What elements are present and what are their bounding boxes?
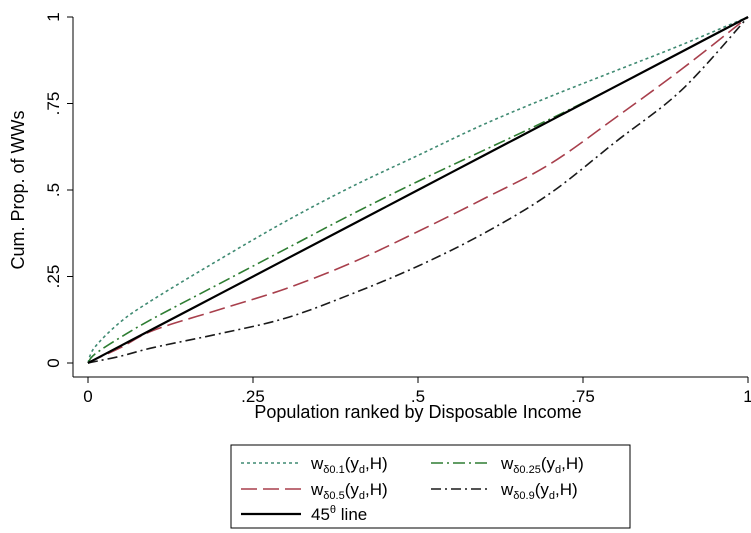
legend-legend-sup: θ bbox=[330, 504, 336, 516]
y-tick-label: 1 bbox=[44, 12, 63, 21]
legend-legend-sub: δ0.9 bbox=[513, 490, 534, 502]
legend-legend-rest: (y bbox=[541, 454, 556, 473]
axes: 0 .25 .5 .75 1 0 .25 .5 .75 1 bbox=[44, 12, 751, 406]
legend-legend-sub: δ0.25 bbox=[513, 464, 541, 476]
x-axis-title: Population ranked by Disposable Income bbox=[254, 402, 581, 422]
y-tick-label: 0 bbox=[44, 358, 63, 367]
series-layer bbox=[87, 16, 749, 364]
legend: wδ0.1(yd,H) wδ0.25(yd,H)wδ0.5(yd,H) wδ0.9(… bbox=[230, 444, 631, 529]
legend-legend-sub2: d bbox=[549, 490, 555, 502]
legend-legend-tail: ,H) bbox=[555, 480, 578, 499]
series-line-0 bbox=[87, 16, 749, 364]
legend-label-3: wδ0.9(yd,H) bbox=[500, 480, 578, 502]
series-line-3 bbox=[87, 16, 749, 364]
x-tick-label: .25 bbox=[241, 387, 265, 406]
legend-legend-sub2: d bbox=[555, 464, 561, 476]
legend-legend-main: w bbox=[310, 454, 324, 473]
legend-legend-main: w bbox=[310, 480, 324, 499]
series-line-2 bbox=[87, 16, 749, 364]
legend-legend-tail: ,H) bbox=[365, 480, 388, 499]
x-tick-label: 0 bbox=[83, 387, 92, 406]
legend-legend-rest: (y bbox=[345, 454, 360, 473]
legend-label-4: 45θ line bbox=[311, 504, 367, 524]
y-tick-label: .75 bbox=[44, 92, 63, 116]
series-line-4 bbox=[87, 16, 749, 364]
legend-label-0: wδ0.1(yd,H) bbox=[310, 454, 388, 476]
x-tick-label: 1 bbox=[743, 387, 751, 406]
legend-label-2: wδ0.5(yd,H) bbox=[310, 480, 388, 502]
legend-legend-sub2: d bbox=[359, 464, 365, 476]
legend-legend-main: 45 bbox=[311, 505, 330, 524]
x-tick-label: .75 bbox=[571, 387, 595, 406]
legend-legend-sub: δ0.1 bbox=[323, 464, 344, 476]
legend-legend-tail: line bbox=[336, 505, 367, 524]
legend-legend-sub: δ0.5 bbox=[323, 490, 344, 502]
y-tick-label: .25 bbox=[44, 265, 63, 289]
legend-legend-rest: (y bbox=[345, 480, 360, 499]
legend-legend-sub2: d bbox=[359, 490, 365, 502]
x-tick-label: .5 bbox=[411, 387, 425, 406]
legend-legend-tail: ,H) bbox=[561, 454, 584, 473]
legend-legend-main: w bbox=[500, 454, 514, 473]
legend-legend-main: w bbox=[500, 480, 514, 499]
legend-legend-tail: ,H) bbox=[365, 454, 388, 473]
y-tick-label: .5 bbox=[44, 183, 63, 197]
legend-label-1: wδ0.25(yd,H) bbox=[500, 454, 584, 476]
legend-legend-rest: (y bbox=[535, 480, 550, 499]
y-axis-title: Cum. Prop. of WWs bbox=[8, 110, 28, 269]
